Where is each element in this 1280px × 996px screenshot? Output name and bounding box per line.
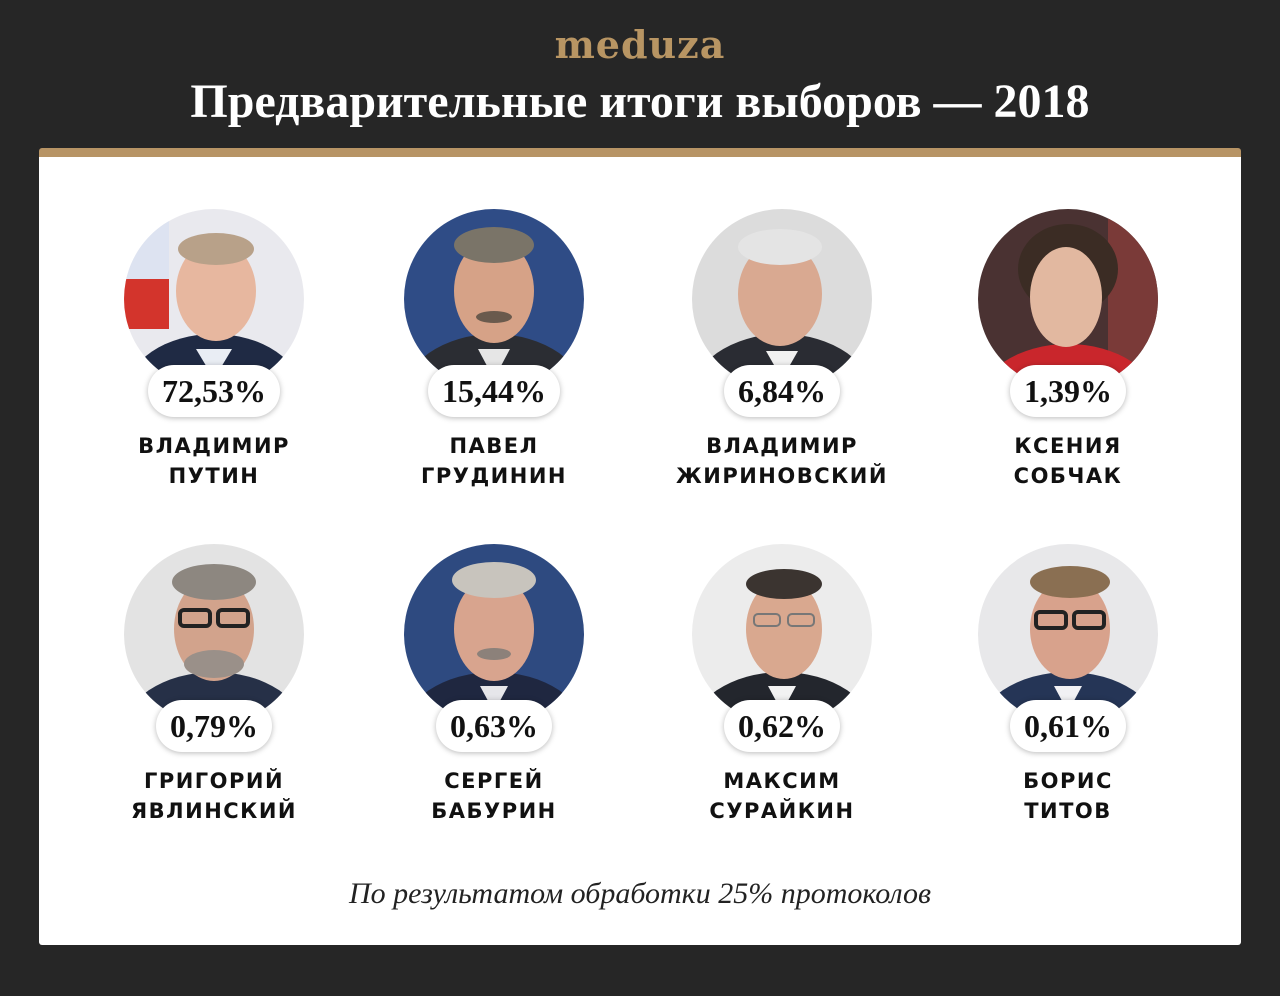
candidate-photo	[692, 544, 872, 724]
percent-badge: 6,84%	[724, 365, 840, 417]
candidate-name: МАКСИМ СУРАЙКИН	[642, 766, 922, 826]
last-name: СУРАЙКИН	[709, 799, 855, 823]
first-name: ВЛАДИМИР	[138, 434, 290, 458]
candidate-name: СЕРГЕЙ БАБУРИН	[354, 766, 634, 826]
candidate-titov: 0,61% БОРИС ТИТОВ	[928, 544, 1208, 844]
candidate-name: ГРИГОРИЙ ЯВЛИНСКИЙ	[74, 766, 354, 826]
last-name: ЖИРИНОВСКИЙ	[676, 464, 888, 488]
candidate-photo	[404, 544, 584, 724]
candidate-photo	[404, 209, 584, 389]
first-name: МАКСИМ	[723, 769, 841, 793]
percent-badge: 0,62%	[724, 700, 840, 752]
percent-badge: 0,63%	[436, 700, 552, 752]
candidate-suraykin: 0,62% МАКСИМ СУРАЙКИН	[642, 544, 922, 844]
candidate-name: ВЛАДИМИР ПУТИН	[74, 431, 354, 491]
candidate-photo	[124, 209, 304, 389]
candidate-sobchak: 1,39% КСЕНИЯ СОБЧАК	[928, 209, 1208, 509]
candidate-zhirinovsky: 6,84% ВЛАДИМИР ЖИРИНОВСКИЙ	[642, 209, 922, 509]
last-name: БАБУРИН	[431, 799, 557, 823]
candidate-name: ВЛАДИМИР ЖИРИНОВСКИЙ	[642, 431, 922, 491]
first-name: ГРИГОРИЙ	[143, 769, 285, 793]
meduza-logo: meduza	[554, 22, 726, 67]
candidate-photo	[978, 544, 1158, 724]
last-name: СОБЧАК	[1013, 464, 1123, 488]
last-name: ПУТИН	[168, 464, 260, 488]
first-name: ВЛАДИМИР	[706, 434, 858, 458]
candidate-photo	[692, 209, 872, 389]
percent-badge: 0,79%	[156, 700, 272, 752]
candidate-name: БОРИС ТИТОВ	[928, 766, 1208, 826]
candidate-grudinin: 15,44% ПАВЕЛ ГРУДИНИН	[354, 209, 634, 509]
candidate-putin: 72,53% ВЛАДИМИР ПУТИН	[74, 209, 354, 509]
first-name: ПАВЕЛ	[449, 434, 539, 458]
percent-badge: 1,39%	[1010, 365, 1126, 417]
first-name: БОРИС	[1023, 769, 1113, 793]
percent-badge: 0,61%	[1010, 700, 1126, 752]
last-name: ЯВЛИНСКИЙ	[131, 799, 297, 823]
footnote: По результатом обработки 25% протоколов	[349, 877, 931, 910]
first-name: СЕРГЕЙ	[444, 769, 544, 793]
percent-badge: 15,44%	[428, 365, 560, 417]
candidate-name: КСЕНИЯ СОБЧАК	[928, 431, 1208, 491]
percent-badge: 72,53%	[148, 365, 280, 417]
last-name: ТИТОВ	[1024, 799, 1112, 823]
candidate-baburin: 0,63% СЕРГЕЙ БАБУРИН	[354, 544, 634, 844]
last-name: ГРУДИНИН	[421, 464, 567, 488]
results-card: 72,53% ВЛАДИМИР ПУТИН 15,44% ПАВЕЛ ГРУДИ…	[39, 148, 1241, 945]
first-name: КСЕНИЯ	[1014, 434, 1122, 458]
candidate-photo	[124, 544, 304, 724]
candidate-name: ПАВЕЛ ГРУДИНИН	[354, 431, 634, 491]
candidate-photo	[978, 209, 1158, 389]
candidate-yavlinsky: 0,79% ГРИГОРИЙ ЯВЛИНСКИЙ	[74, 544, 354, 844]
page-title: Предварительные итоги выборов — 2018	[190, 75, 1090, 128]
